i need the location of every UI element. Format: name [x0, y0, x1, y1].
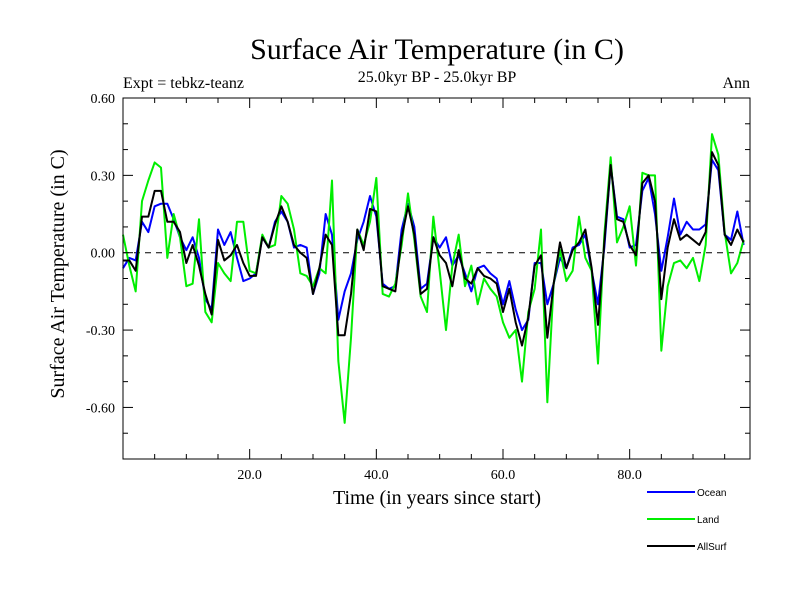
- legend-label-land: Land: [697, 515, 719, 526]
- x-tick-label: 80.0: [617, 468, 642, 483]
- chart-subtitle: 25.0kyr BP - 25.0kyr BP: [358, 69, 517, 86]
- season-label: Ann: [722, 75, 750, 92]
- chart-title: Surface Air Temperature (in C): [250, 33, 624, 66]
- series-line-allsurf: [123, 151, 745, 347]
- legend-label-allsurf: AllSurf: [697, 542, 727, 553]
- x-tick-label: 40.0: [364, 468, 389, 483]
- experiment-label: Expt = tebkz-teanz: [123, 75, 244, 92]
- y-tick-label: -0.60: [86, 401, 115, 416]
- y-tick-label: 0.60: [91, 92, 116, 107]
- x-axis-label: Time (in years since start): [333, 487, 541, 509]
- y-tick-label: 0.30: [91, 169, 116, 184]
- x-tick-label: 20.0: [237, 468, 262, 483]
- legend-label-ocean: Ocean: [697, 488, 726, 499]
- y-tick-label: -0.30: [86, 324, 115, 339]
- plot-area: 20.0 40.0 60.0 80.0 -0.60 -0.30 0.00 0.30 0.60: [86, 92, 751, 483]
- y-tick-label: 0.00: [91, 247, 116, 262]
- series-line-land: [122, 133, 745, 424]
- legend: Ocean Land AllSurf: [647, 488, 727, 553]
- y-axis-label: Surface Air Temperature (in C): [47, 149, 69, 398]
- x-tick-label: 60.0: [491, 468, 516, 483]
